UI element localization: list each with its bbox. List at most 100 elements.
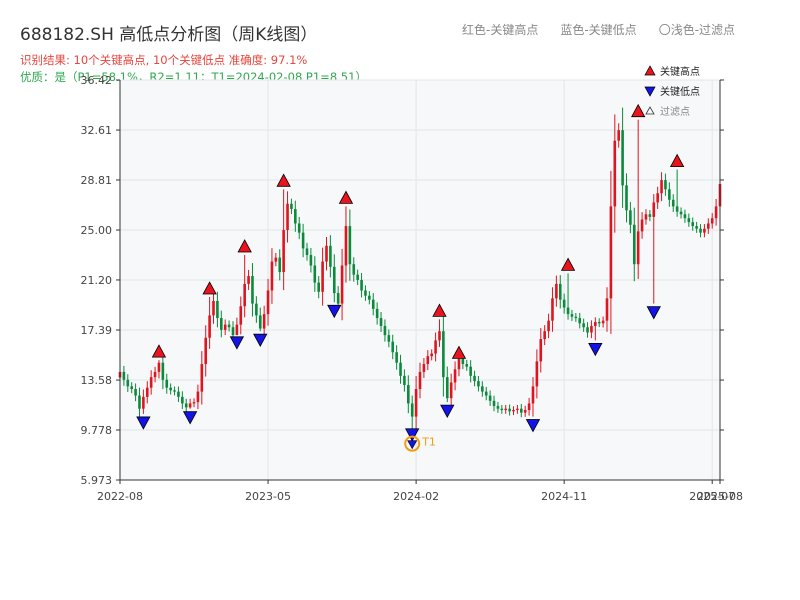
key-low-marker xyxy=(253,333,268,348)
candle-body xyxy=(636,231,640,265)
legend-blue-low: 蓝色-关键低点 xyxy=(560,23,637,37)
candle-body xyxy=(266,290,270,315)
candle-body xyxy=(181,396,184,404)
t1-label: T1 xyxy=(421,436,436,449)
candle-body xyxy=(465,364,469,367)
candle-body xyxy=(691,222,695,227)
candle-body xyxy=(336,293,340,304)
candle-body xyxy=(500,408,504,411)
candle-body xyxy=(301,232,305,249)
candle-body xyxy=(161,362,165,380)
x-tick-label: 2025-07 xyxy=(689,490,735,503)
candle-body xyxy=(418,371,422,389)
header-legend: 红色-关键高点 蓝色-关键低点 〇浅色-过滤点 xyxy=(462,21,757,38)
candle-body xyxy=(590,325,593,333)
key-low-marker xyxy=(229,336,245,350)
candle-body xyxy=(387,335,391,342)
candle-body xyxy=(321,261,324,292)
candle-body xyxy=(632,224,636,265)
candle-body xyxy=(578,318,582,324)
candle-body xyxy=(570,314,574,317)
y-tick-label: 36.42 xyxy=(81,74,113,87)
candle-body xyxy=(297,223,301,233)
candle-body xyxy=(130,386,133,389)
candle-body xyxy=(184,403,188,408)
candle-body xyxy=(274,257,278,262)
y-tick-label: 5.973 xyxy=(81,474,113,487)
candle-body xyxy=(551,298,554,321)
candle-body xyxy=(247,276,250,284)
candle-body xyxy=(122,371,126,380)
key-high-marker xyxy=(151,344,167,358)
candle-body xyxy=(547,320,550,332)
candle-body xyxy=(445,377,449,399)
candle-body xyxy=(332,266,336,294)
candle-body xyxy=(699,228,702,233)
candle-body xyxy=(329,245,332,267)
candle-body xyxy=(356,274,359,280)
candle-body xyxy=(562,299,566,308)
candle-body xyxy=(449,382,453,399)
candle-body xyxy=(270,261,274,291)
candle-body xyxy=(138,395,141,409)
candle-body xyxy=(430,353,433,357)
candle-body xyxy=(519,408,523,413)
x-tick-label: 2023-05 xyxy=(245,490,291,503)
candle-body xyxy=(539,339,543,362)
candle-body xyxy=(227,324,231,328)
key-low-marker xyxy=(327,304,342,319)
candle-body xyxy=(512,410,515,412)
candle-body xyxy=(286,203,289,231)
candle-body xyxy=(149,377,153,388)
candle-body xyxy=(426,356,430,365)
candle-body xyxy=(671,199,675,207)
candle-body xyxy=(126,379,130,387)
candle-body xyxy=(410,403,414,417)
candle-body xyxy=(438,331,441,341)
candle-body xyxy=(188,403,192,408)
candle-body xyxy=(496,406,500,409)
legend-low-label: 关键低点 xyxy=(660,85,700,98)
candle-body xyxy=(461,358,465,365)
candle-body xyxy=(383,325,387,336)
x-tick-label: 2024-11 xyxy=(541,490,587,503)
key-low-marker xyxy=(405,428,420,442)
result-summary: 识别结果: 10个关键高点, 10个关键低点 准确度: 97.1% xyxy=(20,53,308,67)
key-high-marker xyxy=(202,281,217,295)
candle-body xyxy=(609,206,613,299)
y-tick-label: 9.778 xyxy=(81,424,113,437)
candle-body xyxy=(656,193,659,203)
candle-body xyxy=(652,202,656,217)
pivot-markers-layer: T1 xyxy=(136,103,685,452)
legend-high-label: 关键高点 xyxy=(660,65,700,78)
candle-body xyxy=(258,315,262,329)
candle-body xyxy=(231,327,235,336)
candle-body xyxy=(710,218,714,224)
candle-body xyxy=(613,140,617,207)
candle-body xyxy=(169,387,172,391)
candle-body xyxy=(442,331,445,378)
candle-body xyxy=(294,209,297,224)
candle-body xyxy=(504,408,508,411)
candle-body xyxy=(582,323,585,328)
candle-body xyxy=(340,265,344,304)
candle-body xyxy=(407,385,410,404)
key-low-marker xyxy=(525,419,541,433)
candle-body xyxy=(344,226,348,266)
candle-body xyxy=(371,299,375,309)
candle-body xyxy=(531,386,535,404)
y-tick-label: 32.61 xyxy=(81,124,113,137)
candle-body xyxy=(325,245,328,262)
t1-circle xyxy=(404,435,421,452)
key-low-marker xyxy=(588,342,603,357)
candle-body xyxy=(216,300,219,319)
candle-body xyxy=(664,180,667,190)
candle-body xyxy=(251,276,254,304)
candle-body xyxy=(597,321,601,324)
candle-body xyxy=(621,130,624,186)
candle-body xyxy=(204,337,208,365)
candle-body xyxy=(586,327,589,333)
y-tick-label: 28.81 xyxy=(81,174,113,187)
candle-body xyxy=(625,185,628,211)
